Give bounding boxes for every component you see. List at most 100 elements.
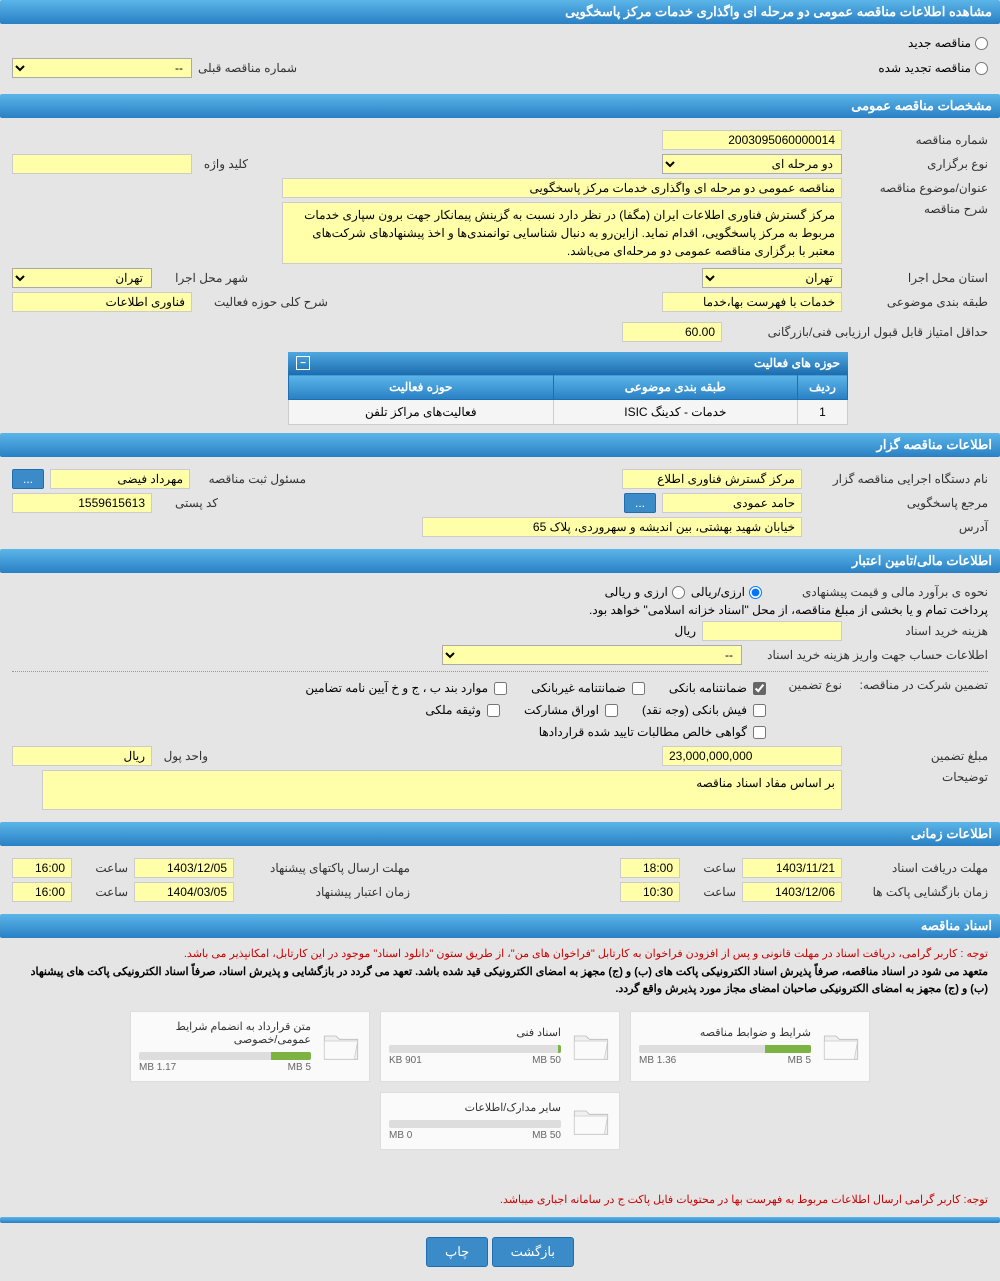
radio-mixed-label: ارزی و ریالی xyxy=(605,585,668,599)
radio-new-tender[interactable] xyxy=(975,37,988,50)
time-label-4: ساعت xyxy=(78,885,128,899)
folder-icon xyxy=(571,1103,611,1139)
file-total: 5 MB xyxy=(788,1055,811,1066)
estimate-label: نحوه ی برآورد مالی و قیمت پیشنهادی xyxy=(768,585,988,599)
file-box[interactable]: شرایط و ضوابط مناقصه 5 MB 1.36 MB xyxy=(630,1011,870,1082)
col-row: ردیف xyxy=(798,375,848,400)
address-value: خیابان شهید بهشتی، بین اندیشه و سهروردی،… xyxy=(422,517,802,537)
chk-receipt-label: فیش بانکی (وجه نقد) xyxy=(642,703,747,717)
radio-new-label: مناقصه جدید xyxy=(908,36,971,50)
guarantee-label: تضمین شرکت در مناقصه: xyxy=(848,678,988,692)
response-value: حامد عمودی xyxy=(662,493,802,513)
type-label: نوع برگزاری xyxy=(848,157,988,171)
timing-area: مهلت دریافت اسناد 1403/11/21 ساعت 18:00 … xyxy=(0,846,1000,914)
chk-property[interactable] xyxy=(487,704,500,717)
radio-rial[interactable] xyxy=(749,586,762,599)
time-label-2: ساعت xyxy=(78,861,128,875)
documents-area: توجه : کاربر گرامی، دریافت اسناد در مهلت… xyxy=(0,938,1000,1217)
file-used: 1.17 MB xyxy=(139,1062,176,1073)
activity-desc-value: فناوری اطلاعات xyxy=(12,292,192,312)
activity-table-header: حوزه های فعالیت − xyxy=(288,352,848,374)
doc-receive-time: 18:00 xyxy=(620,858,680,878)
city-label: شهر محل اجرا xyxy=(158,271,248,285)
prev-number-select[interactable]: -- xyxy=(12,58,192,78)
financial-area: نحوه ی برآورد مالی و قیمت پیشنهادی ارزی/… xyxy=(0,573,1000,822)
radio-rial-label: ارزی/ریالی xyxy=(691,585,745,599)
col-activity: حوزه فعالیت xyxy=(289,375,554,400)
reg-officer-lookup[interactable]: ... xyxy=(12,469,44,489)
validity-time: 16:00 xyxy=(12,882,72,902)
type-select[interactable]: دو مرحله ای xyxy=(662,154,842,174)
chk-participation-label: اوراق مشارکت xyxy=(524,703,599,717)
postal-value: 1559615613 xyxy=(12,493,152,513)
notes-value: بر اساس مفاد اسناد مناقصه xyxy=(42,770,842,810)
chk-certificate-label: گواهی خالص مطالبات تایید شده قراردادها xyxy=(539,725,747,739)
number-value: 2003095060000014 xyxy=(662,130,842,150)
activity-desc-label: شرح کلی حوزه فعالیت xyxy=(198,295,328,309)
file-box[interactable]: اسناد فنی50 MB901 KB xyxy=(380,1011,620,1082)
back-button[interactable]: بازگشت xyxy=(492,1237,574,1267)
collapse-icon[interactable]: − xyxy=(296,356,310,370)
chk-certificate[interactable] xyxy=(753,726,766,739)
desc-value: مرکز گسترش فناوری اطلاعات ایران (مگفا) د… xyxy=(282,202,842,264)
proposal-send-date: 1403/12/05 xyxy=(134,858,234,878)
chk-nonbank[interactable] xyxy=(632,682,645,695)
proposal-send-time: 16:00 xyxy=(12,858,72,878)
general-area: شماره مناقصه 2003095060000014 نوع برگزار… xyxy=(0,118,1000,433)
response-label: مرجع پاسخگویی xyxy=(808,496,988,510)
folder-icon xyxy=(321,1028,361,1064)
currency-value: ریال xyxy=(12,746,152,766)
doc-cost-unit: ریال xyxy=(674,624,696,638)
doc-note2: متعهد می شود در اسناد مناقصه، صرفاً پذیر… xyxy=(12,964,988,999)
table-row: 1خدمات - کدینگ ISICفعالیت‌های مراکز تلفن xyxy=(289,400,848,425)
chk-bank-guarantee[interactable] xyxy=(753,682,766,695)
currency-label: واحد پول xyxy=(158,749,208,763)
min-score-label: حداقل امتیاز قابل قبول ارزیابی فنی/بازرگ… xyxy=(728,325,988,339)
general-header: مشخصات مناقصه عمومی xyxy=(0,94,1000,118)
print-button[interactable]: چاپ xyxy=(426,1237,488,1267)
chk-participation[interactable] xyxy=(605,704,618,717)
subject-label: عنوان/موضوع مناقصه xyxy=(848,181,988,195)
chk-nonbank-label: ضمانتنامه غیربانکی xyxy=(531,681,626,695)
activity-table: ردیف طبقه بندی موضوعی حوزه فعالیت 1خدمات… xyxy=(288,374,848,425)
organizer-header: اطلاعات مناقصه گزار xyxy=(0,433,1000,457)
file-total: 50 MB xyxy=(532,1055,561,1066)
category-label: طبقه بندی موضوعی xyxy=(848,295,988,309)
file-used: 1.36 MB xyxy=(639,1055,676,1066)
documents-header: اسناد مناقصه xyxy=(0,914,1000,938)
reg-officer-label: مسئول ثبت مناقصه xyxy=(196,472,306,486)
guarantee-type-label: نوع تضمین xyxy=(772,678,842,692)
time-label-3: ساعت xyxy=(686,885,736,899)
response-lookup[interactable]: ... xyxy=(624,493,656,513)
radio-mixed[interactable] xyxy=(672,586,685,599)
category-value: خدمات با فهرست بها،خدما xyxy=(662,292,842,312)
organizer-area: نام دستگاه اجرایی مناقصه گزار مرکز گسترش… xyxy=(0,457,1000,549)
proposal-send-label: مهلت ارسال پاکتهای پیشنهاد xyxy=(240,861,410,875)
notes-label: توضیحات xyxy=(848,770,988,784)
org-value: مرکز گسترش فناوری اطلاع xyxy=(622,469,802,489)
page-title: مشاهده اطلاعات مناقصه عمومی دو مرحله ای … xyxy=(0,0,1000,24)
opening-label: زمان بازگشایی پاکت ها xyxy=(848,885,988,899)
doc-note1: توجه : کاربر گرامی، دریافت اسناد در مهلت… xyxy=(12,946,988,964)
financial-header: اطلاعات مالی/تامین اعتبار xyxy=(0,549,1000,573)
file-total: 5 MB xyxy=(288,1062,311,1073)
postal-label: کد پستی xyxy=(158,496,218,510)
min-score-value: 60.00 xyxy=(622,322,722,342)
doc-cost-value xyxy=(702,621,842,641)
address-label: آدرس xyxy=(808,520,988,534)
city-select[interactable]: تهران xyxy=(12,268,152,288)
chk-bpj[interactable] xyxy=(494,682,507,695)
chk-receipt[interactable] xyxy=(753,704,766,717)
account-select[interactable]: -- xyxy=(442,645,742,665)
timing-header: اطلاعات زمانی xyxy=(0,822,1000,846)
file-used: 0 MB xyxy=(389,1130,412,1141)
doc-receive-date: 1403/11/21 xyxy=(742,858,842,878)
chk-property-label: وثیقه ملکی xyxy=(425,703,481,717)
file-box[interactable]: سایر مدارک/اطلاعات50 MB0 MB xyxy=(380,1092,620,1150)
file-title: اسناد فنی xyxy=(389,1026,561,1039)
radio-renewed-tender[interactable] xyxy=(975,62,988,75)
province-select[interactable]: تهران xyxy=(702,268,842,288)
file-title: شرایط و ضوابط مناقصه xyxy=(639,1026,811,1039)
file-box[interactable]: متن قرارداد به انضمام شرایط عمومی/خصوصی5… xyxy=(130,1011,370,1082)
province-label: استان محل اجرا xyxy=(848,271,988,285)
